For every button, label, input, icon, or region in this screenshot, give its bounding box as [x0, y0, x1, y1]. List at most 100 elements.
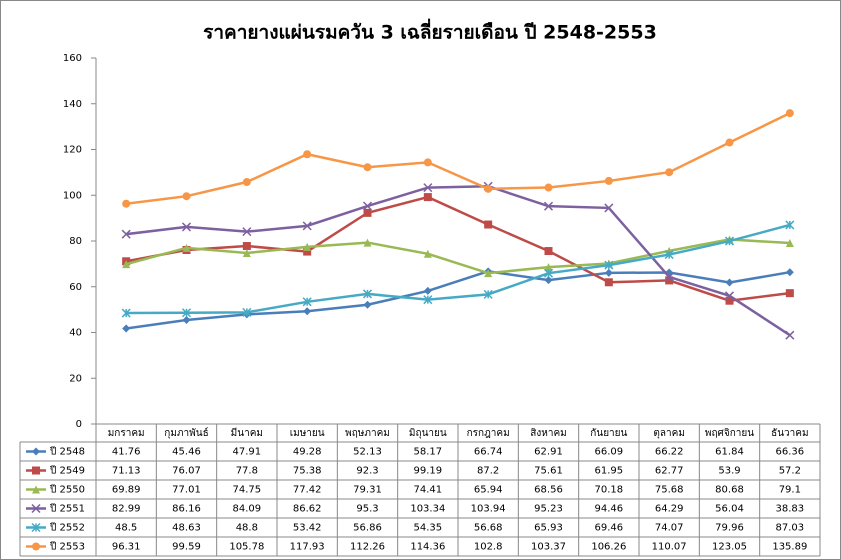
- table-cell: 103.94: [471, 504, 506, 515]
- table-cell: 56.04: [715, 504, 744, 515]
- y-tick-label: 0: [76, 419, 82, 430]
- table-cell: 77.8: [236, 466, 258, 477]
- table-cell: 74.75: [233, 485, 262, 496]
- table-cell: 48.5: [115, 523, 137, 534]
- marker: [122, 324, 131, 333]
- x-tick-label: กันยายน: [590, 428, 627, 439]
- table-cell: 135.89: [772, 542, 807, 553]
- legend-label: ปี 2553: [49, 541, 85, 553]
- x-tick-label: ธันวาคม: [771, 428, 808, 439]
- x-tick-label: มีนาคม: [231, 427, 263, 439]
- table-cell: 84.09: [233, 504, 262, 515]
- table-cell: 80.68: [715, 485, 744, 496]
- marker: [303, 247, 312, 256]
- marker: [423, 158, 432, 167]
- table-cell: 87.2: [477, 466, 499, 477]
- marker: [242, 227, 252, 237]
- y-tick-label: 100: [63, 190, 82, 201]
- series-line: [125, 238, 790, 275]
- marker: [362, 201, 373, 211]
- marker: [785, 220, 795, 230]
- table-cell: 62.77: [655, 466, 684, 477]
- table-cell: 56.68: [474, 523, 503, 534]
- marker: [242, 249, 251, 258]
- marker: [242, 242, 251, 251]
- table-cell: 54.35: [414, 523, 443, 534]
- table-cell: 41.76: [112, 447, 141, 458]
- x-tick-label: กุมภาพันธ์: [164, 427, 208, 439]
- chart-title: ราคายางแผ่นรมควัน 3 เฉลี่ยรายเดือน ปี 25…: [203, 19, 657, 44]
- table-cell: 65.94: [474, 485, 503, 496]
- series-line: [126, 223, 791, 315]
- marker: [724, 236, 735, 246]
- marker: [423, 295, 433, 305]
- table-cell: 103.37: [531, 542, 566, 553]
- marker: [785, 289, 794, 298]
- marker: [544, 263, 553, 272]
- marker: [725, 138, 734, 147]
- table-cell: 79.96: [715, 523, 744, 534]
- table-cell: 74.41: [414, 485, 443, 496]
- legend-label: ปี 2548: [49, 446, 85, 458]
- table-cell: 68.56: [534, 485, 563, 496]
- y-tick-label: 120: [63, 145, 82, 156]
- marker: [484, 220, 493, 229]
- table-cell: 70.18: [595, 485, 624, 496]
- table-cell: 49.28: [293, 447, 322, 458]
- marker: [363, 238, 372, 247]
- marker: [543, 268, 554, 278]
- x-tick-label: ตุลาคม: [653, 428, 685, 439]
- table-cell: 102.8: [474, 542, 503, 553]
- y-tick-label: 140: [63, 99, 82, 110]
- marker: [302, 221, 312, 231]
- table-cell: 79.1: [779, 485, 801, 496]
- marker: [363, 163, 372, 172]
- marker: [303, 307, 312, 316]
- legend-label: ปี 2551: [49, 503, 85, 515]
- marker: [363, 300, 372, 309]
- marker: [32, 447, 40, 456]
- table-cell: 114.36: [410, 542, 445, 553]
- table-cell: 69.89: [112, 485, 141, 496]
- y-tick-label: 80: [69, 236, 82, 247]
- marker: [544, 247, 553, 256]
- marker: [423, 286, 432, 295]
- table-cell: 99.19: [414, 466, 443, 477]
- x-tick-label: พฤษภาคม: [345, 428, 390, 439]
- marker: [181, 222, 192, 232]
- marker: [181, 308, 192, 318]
- table-cell: 86.62: [293, 504, 322, 515]
- table-cell: 53.42: [293, 523, 322, 534]
- table-cell: 103.34: [410, 504, 445, 515]
- series-line: [125, 270, 791, 330]
- table-cell: 123.05: [712, 542, 747, 553]
- table-cell: 58.17: [414, 447, 443, 458]
- table-cell: 106.26: [591, 542, 626, 553]
- marker: [423, 249, 432, 258]
- marker: [363, 208, 372, 217]
- table-cell: 38.83: [776, 504, 805, 515]
- marker: [665, 276, 674, 285]
- table-cell: 112.26: [350, 542, 385, 553]
- marker: [182, 192, 191, 201]
- marker: [664, 272, 674, 282]
- table-cell: 56.86: [353, 523, 382, 534]
- marker: [604, 203, 614, 213]
- marker: [544, 183, 553, 192]
- table-cell: 71.13: [112, 466, 141, 477]
- marker: [665, 168, 674, 177]
- table-cell: 66.22: [655, 447, 684, 458]
- marker: [303, 150, 312, 159]
- table-cell: 105.78: [229, 542, 264, 553]
- table-cell: 86.16: [172, 504, 201, 515]
- legend-label: ปี 2549: [49, 465, 85, 477]
- y-tick-label: 20: [69, 373, 82, 384]
- x-tick-label: มกราคม: [108, 428, 145, 439]
- table-cell: 96.31: [112, 542, 141, 553]
- table-cell: 75.68: [655, 485, 684, 496]
- table-cell: 66.09: [595, 447, 624, 458]
- marker: [484, 269, 493, 278]
- table-cell: 62.91: [534, 447, 563, 458]
- marker: [604, 176, 613, 185]
